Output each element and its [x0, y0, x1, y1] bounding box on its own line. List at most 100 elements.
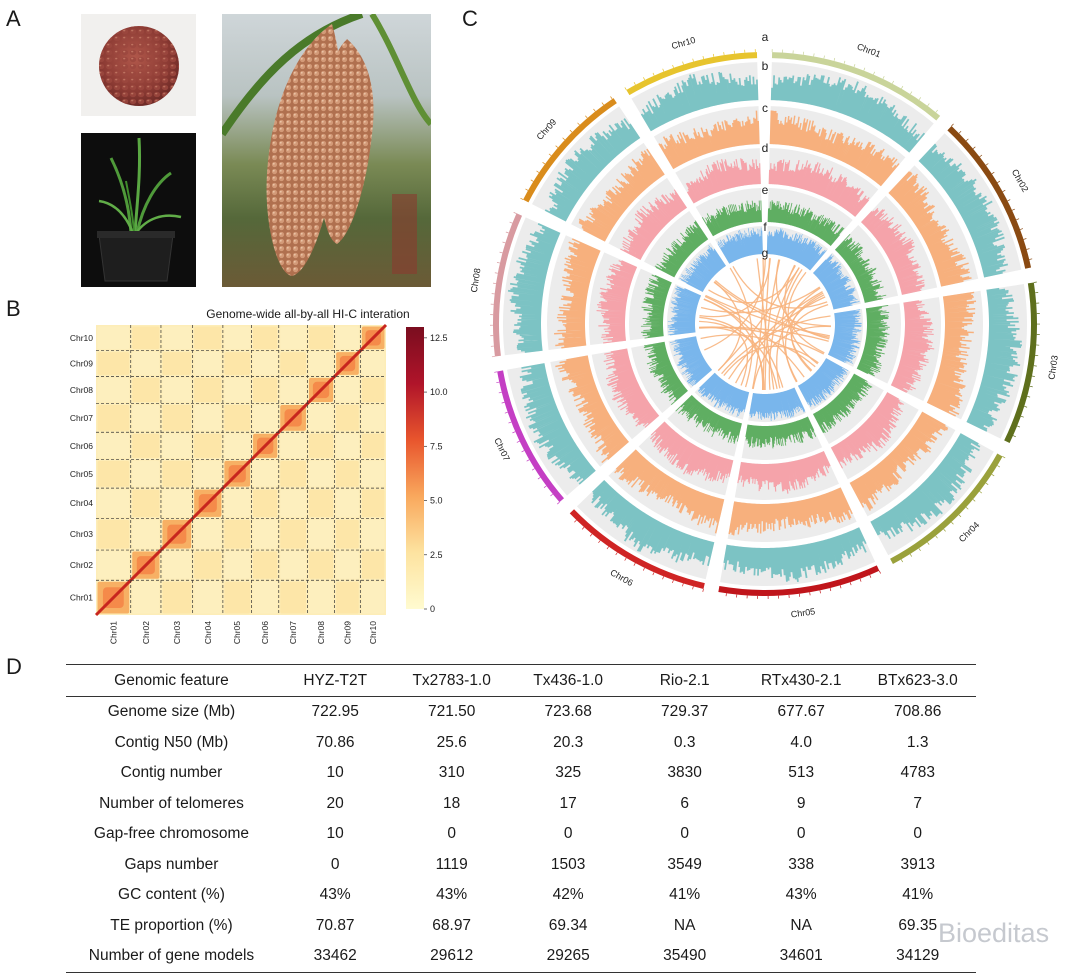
track-histogram [717, 227, 763, 264]
track-histogram [830, 392, 904, 469]
inter-chromosome-block [97, 326, 130, 350]
table-row-label: Contig N50 (Mb) [114, 733, 229, 751]
ideogram-tick [662, 576, 664, 580]
table-cell: 0 [330, 855, 340, 873]
ideogram-tick [555, 145, 559, 148]
track-histogram [654, 220, 709, 278]
track-histogram [888, 171, 972, 287]
table-cell: 0 [563, 825, 573, 843]
track-histogram [640, 71, 759, 132]
table-cell: 721.50 [427, 703, 476, 721]
ideogram-tick [512, 431, 516, 434]
table-cell: 43% [785, 886, 817, 904]
ideogram-tick [525, 188, 529, 191]
colorbar-tick-label: 12.5 [430, 333, 448, 343]
ideogram-tick [692, 58, 694, 62]
chromosome-label: Chr07 [492, 436, 512, 462]
ideogram-tick [574, 519, 577, 523]
table-cell: 35490 [626, 941, 743, 973]
ideogram-tick [985, 482, 989, 485]
ideogram-tick [537, 477, 541, 480]
table-row-label: Number of telomeres [99, 794, 244, 812]
y-tick-label: Chr09 [70, 359, 93, 369]
synteny-link [717, 265, 796, 372]
ideogram-tick [601, 102, 604, 106]
inter-chromosome-block [97, 551, 130, 579]
track-histogram [519, 363, 596, 485]
inter-chromosome-block [224, 551, 251, 579]
table-cell: 0 [680, 825, 689, 843]
track-label: a [762, 30, 769, 44]
inter-chromosome-block [336, 433, 359, 458]
ideogram-tick [1002, 456, 1006, 459]
inter-chromosome-block [132, 405, 160, 431]
inter-chromosome-block [361, 519, 385, 549]
inter-chromosome-block [224, 352, 251, 375]
inter-chromosome-block [194, 352, 222, 375]
chromosome-ideogram [569, 509, 705, 589]
table-cell: 18 [443, 794, 461, 812]
ideogram-tick [662, 68, 665, 72]
ideogram-tick [531, 468, 535, 471]
inter-chromosome-block [308, 433, 334, 458]
ideogram-tick [859, 578, 862, 582]
heatmap-diagonal [94, 323, 388, 617]
synteny-link [721, 315, 831, 375]
ideogram-tick [501, 401, 505, 404]
panel-label-c: C [462, 6, 478, 31]
inter-chromosome-block [280, 519, 306, 549]
table-header-cell: Tx436-1.0 [509, 664, 627, 697]
synteny-link [775, 259, 830, 340]
y-tick-label: Chr02 [70, 560, 93, 570]
table-row-label: Gaps number [124, 855, 219, 873]
ideogram-tick [823, 55, 825, 59]
ideogram-tick [610, 96, 613, 100]
panicle-image [222, 14, 431, 276]
track-histogram [603, 348, 660, 428]
track-histogram [701, 200, 762, 237]
track-histogram [768, 159, 870, 217]
synteny-link [784, 294, 825, 383]
inter-chromosome-block [308, 581, 334, 614]
ideogram-tick [682, 61, 684, 65]
ideogram-tick [508, 421, 512, 424]
inter-chromosome-block [194, 326, 222, 350]
table-header-cell: BTx623-3.0 [859, 664, 976, 697]
chromosome-label: Chr10 [670, 35, 696, 51]
chromosome-ideogram [771, 52, 941, 121]
ideogram-tick [692, 586, 694, 590]
inter-chromosome-block [361, 489, 385, 517]
ideogram-tick [813, 53, 815, 57]
ideogram-tick [869, 574, 872, 578]
table-cell: 34601 [742, 941, 860, 973]
ideogram-tick [542, 162, 546, 165]
inter-chromosome-block [361, 433, 385, 458]
track-histogram [890, 300, 935, 393]
ideogram-tick [1029, 258, 1033, 260]
table-header-cell: Tx2783-1.0 [393, 664, 510, 697]
ideogram-tick [585, 115, 588, 119]
chromosome-ideogram [1004, 282, 1037, 444]
track-histogram [555, 355, 629, 464]
ideogram-tick [873, 71, 875, 75]
inter-chromosome-block [162, 405, 192, 431]
track-histogram [770, 74, 926, 153]
ideogram-tick [672, 579, 674, 584]
inter-chromosome-block [308, 551, 334, 579]
ideogram-tick [951, 123, 954, 127]
inter-chromosome-block [132, 326, 160, 350]
ideogram-tick [1029, 385, 1033, 388]
table-row: Gap-free chromosome 10 0 0 0 0 0 [66, 819, 976, 850]
ideogram-tick [577, 122, 580, 126]
ideogram-tick [569, 129, 573, 133]
table-cell: 42% [552, 886, 584, 904]
ideogram-tick [652, 72, 655, 76]
ideogram-tick [1012, 435, 1016, 438]
synteny-link [735, 296, 826, 384]
inter-chromosome-block [336, 551, 359, 579]
track-histogram [544, 118, 641, 222]
track-label: b [762, 59, 769, 73]
inter-chromosome-block [361, 352, 385, 375]
inter-chromosome-block [162, 489, 192, 517]
table-cell: 1.3 [906, 733, 929, 751]
